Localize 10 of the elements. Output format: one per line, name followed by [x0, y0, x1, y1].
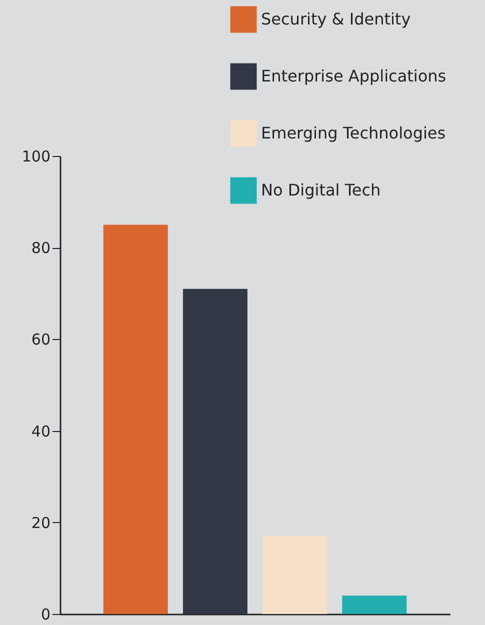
y-tick-label: 100	[22, 148, 50, 166]
y-tick-label: 80	[31, 239, 50, 258]
legend-label: Enterprise Applications	[261, 66, 446, 86]
legend-label: Security & Identity	[261, 10, 411, 28]
legend-label: No Digital Tech	[261, 180, 381, 200]
y-tick-label: 60	[31, 330, 50, 349]
y-tick-label: 40	[31, 422, 50, 440]
y-tick-label: 20	[31, 514, 50, 532]
y-tick-label: 0	[40, 606, 50, 624]
legend-label: Emerging Technologies	[261, 124, 446, 142]
